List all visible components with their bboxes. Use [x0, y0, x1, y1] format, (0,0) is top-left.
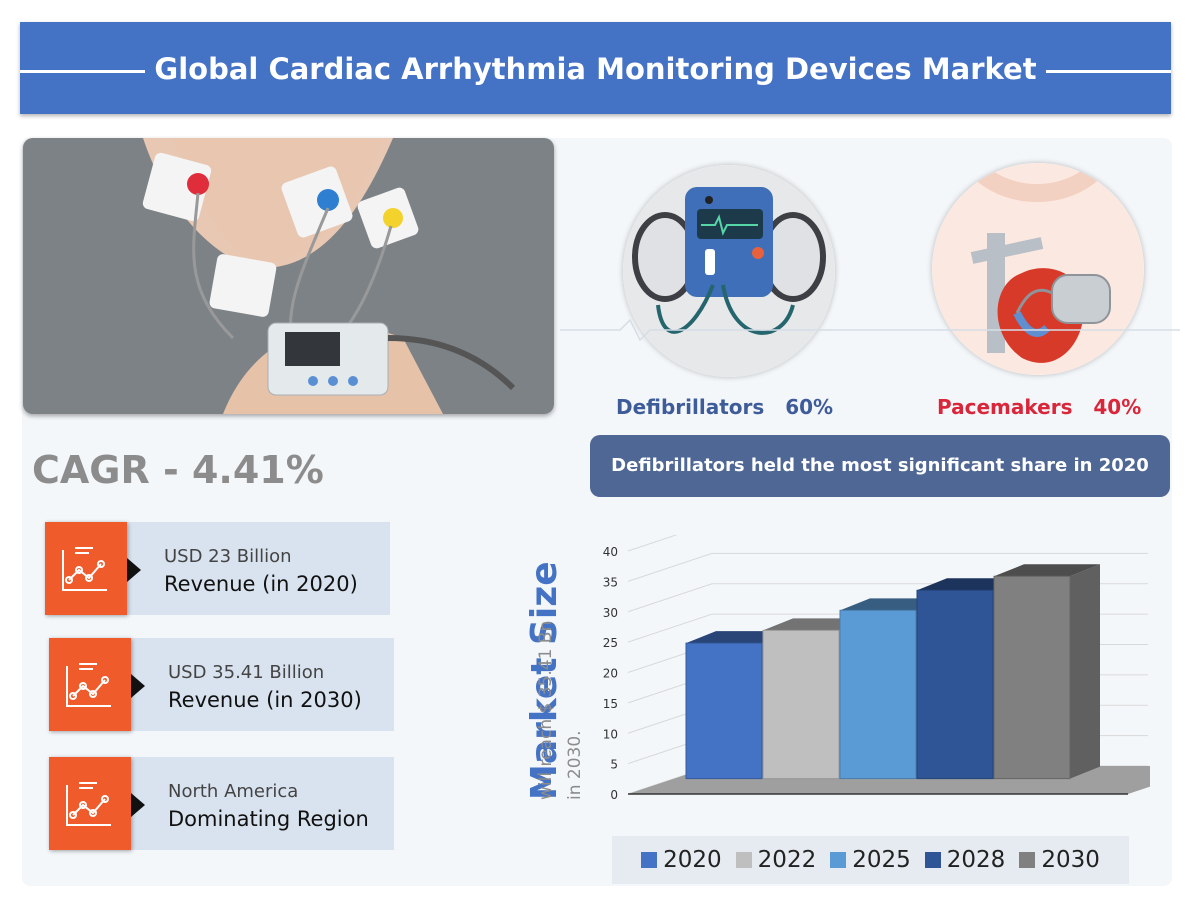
gridline: [627, 535, 678, 552]
y-tick-label: 0: [610, 788, 618, 802]
share-banner: Defibrillators held the most significant…: [590, 435, 1170, 497]
legend-item: 2020: [641, 847, 722, 873]
legend-swatch: [924, 852, 941, 868]
stat-caption: Dominating Region: [168, 807, 369, 831]
chart-legend: 2020 2022 2025 2028 2030: [612, 836, 1129, 884]
legend-swatch: [735, 852, 752, 868]
legend-swatch: [830, 852, 847, 868]
growth-chart-icon: [49, 638, 131, 731]
header-rule-right: [1046, 70, 1171, 73]
defibrillators-label: Defibrillators 60%: [616, 395, 834, 419]
header-banner: Global Cardiac Arrhythmia Monitoring Dev…: [20, 22, 1171, 114]
gridline: [627, 552, 1148, 582]
legend-label: 2030: [1041, 847, 1100, 873]
pacemaker-image: [932, 163, 1144, 375]
y-tick-label: 5: [610, 758, 618, 772]
cagr-value: CAGR - 4.41%: [32, 448, 324, 492]
legend-item: 2030: [1019, 847, 1100, 873]
defibrillator-image: [623, 165, 835, 377]
stat-value: USD 23 Billion: [164, 546, 292, 567]
pointer-arrow-icon: [131, 793, 145, 817]
growth-chart-icon: [49, 757, 131, 850]
legend-label: 2022: [757, 847, 817, 873]
page-title: Global Cardiac Arrhythmia Monitoring Dev…: [154, 52, 1037, 86]
y-tick-label: 15: [603, 697, 618, 711]
header-rule-left: [20, 70, 145, 73]
bar-2025: [839, 609, 917, 780]
y-tick-label: 35: [603, 575, 618, 589]
growth-chart-icon: [45, 522, 127, 615]
bar-2028: [916, 589, 994, 780]
stat-value: USD 35.41 Billion: [168, 662, 325, 683]
pacemakers-label: Pacemakers 40%: [937, 395, 1142, 419]
stat-value: North America: [168, 781, 299, 802]
y-tick-label: 25: [603, 636, 618, 650]
legend-item: 2028: [924, 847, 1006, 873]
legend-swatch: [641, 852, 658, 868]
y-tick-label: 10: [603, 727, 618, 741]
stat-caption: Revenue (in 2030): [168, 688, 362, 712]
bar-side: [1070, 564, 1100, 779]
ecg-line: [560, 318, 1180, 342]
legend-label: 2028: [946, 847, 1006, 873]
holter-monitor-photo: [23, 138, 554, 414]
bar-top: [994, 564, 1100, 577]
pointer-arrow-icon: [127, 558, 141, 582]
bar-2020: [685, 642, 763, 780]
y-tick-label: 40: [603, 545, 618, 559]
stat-region: North America Dominating Region: [49, 757, 394, 850]
legend-label: 2020: [663, 847, 722, 873]
stat-revenue-2020: USD 23 Billion Revenue (in 2020): [45, 522, 390, 615]
market-size-subtitle: will reach $ 35.41 Bn in 2030.: [536, 620, 585, 800]
market-size-chart: 0 5 10 15 20 25 30 35 40: [603, 535, 1150, 802]
y-tick-label: 30: [603, 606, 618, 620]
legend-item: 2022: [735, 847, 817, 873]
stat-revenue-2030: USD 35.41 Billion Revenue (in 2030): [49, 638, 394, 731]
legend-swatch: [1019, 852, 1036, 868]
legend-item: 2025: [830, 847, 911, 873]
bar-2030: [993, 575, 1071, 780]
legend-label: 2025: [852, 847, 911, 873]
y-tick-label: 20: [603, 667, 618, 681]
stat-caption: Revenue (in 2020): [164, 572, 358, 596]
bar-2022: [762, 629, 840, 780]
pointer-arrow-icon: [131, 674, 145, 698]
